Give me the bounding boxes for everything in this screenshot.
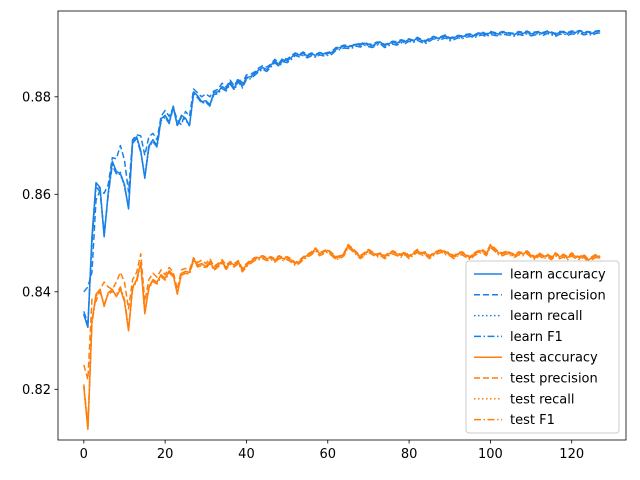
legend-label: test accuracy [510,351,598,366]
x-tick-label: 120 [559,447,584,462]
legend-label: learn precision [510,288,606,303]
axes-frame [57,10,627,441]
legend-label: learn F1 [510,330,563,345]
legend-label: test recall [510,392,575,407]
legend-label: test precision [510,372,598,387]
x-tick-label: 100 [478,447,503,462]
x-tick-label: 0 [80,447,88,462]
y-tick-label: 0.88 [22,90,51,105]
series-line-learn-accuracy [83,30,601,329]
x-tick-label: 20 [157,447,174,462]
legend: learn accuracy learn precision learn recal… [465,260,620,434]
series-line-learn-precision [83,29,601,293]
legend-label: learn accuracy [510,268,606,283]
x-axis: 0 20 40 60 80 100 120 [80,440,584,462]
y-tick-label: 0.82 [22,383,51,398]
series-line-learn-f1 [83,32,601,325]
y-tick-label: 0.84 [22,285,51,300]
legend-box [465,260,620,434]
series-line-test-accuracy [83,244,601,431]
series-lines [83,29,601,431]
plot-area [57,10,627,441]
series-line-learn-recall [83,31,601,327]
series-line-test-precision [83,243,601,381]
legend-label: test F1 [510,413,555,428]
x-tick-label: 60 [319,447,336,462]
y-axis: 0.82 0.84 0.86 0.88 [22,90,58,398]
x-tick-label: 80 [401,447,418,462]
x-tick-label: 40 [238,447,255,462]
series-line-test-f1 [83,246,601,427]
y-tick-label: 0.86 [22,188,51,203]
legend-label: learn recall [510,309,582,324]
